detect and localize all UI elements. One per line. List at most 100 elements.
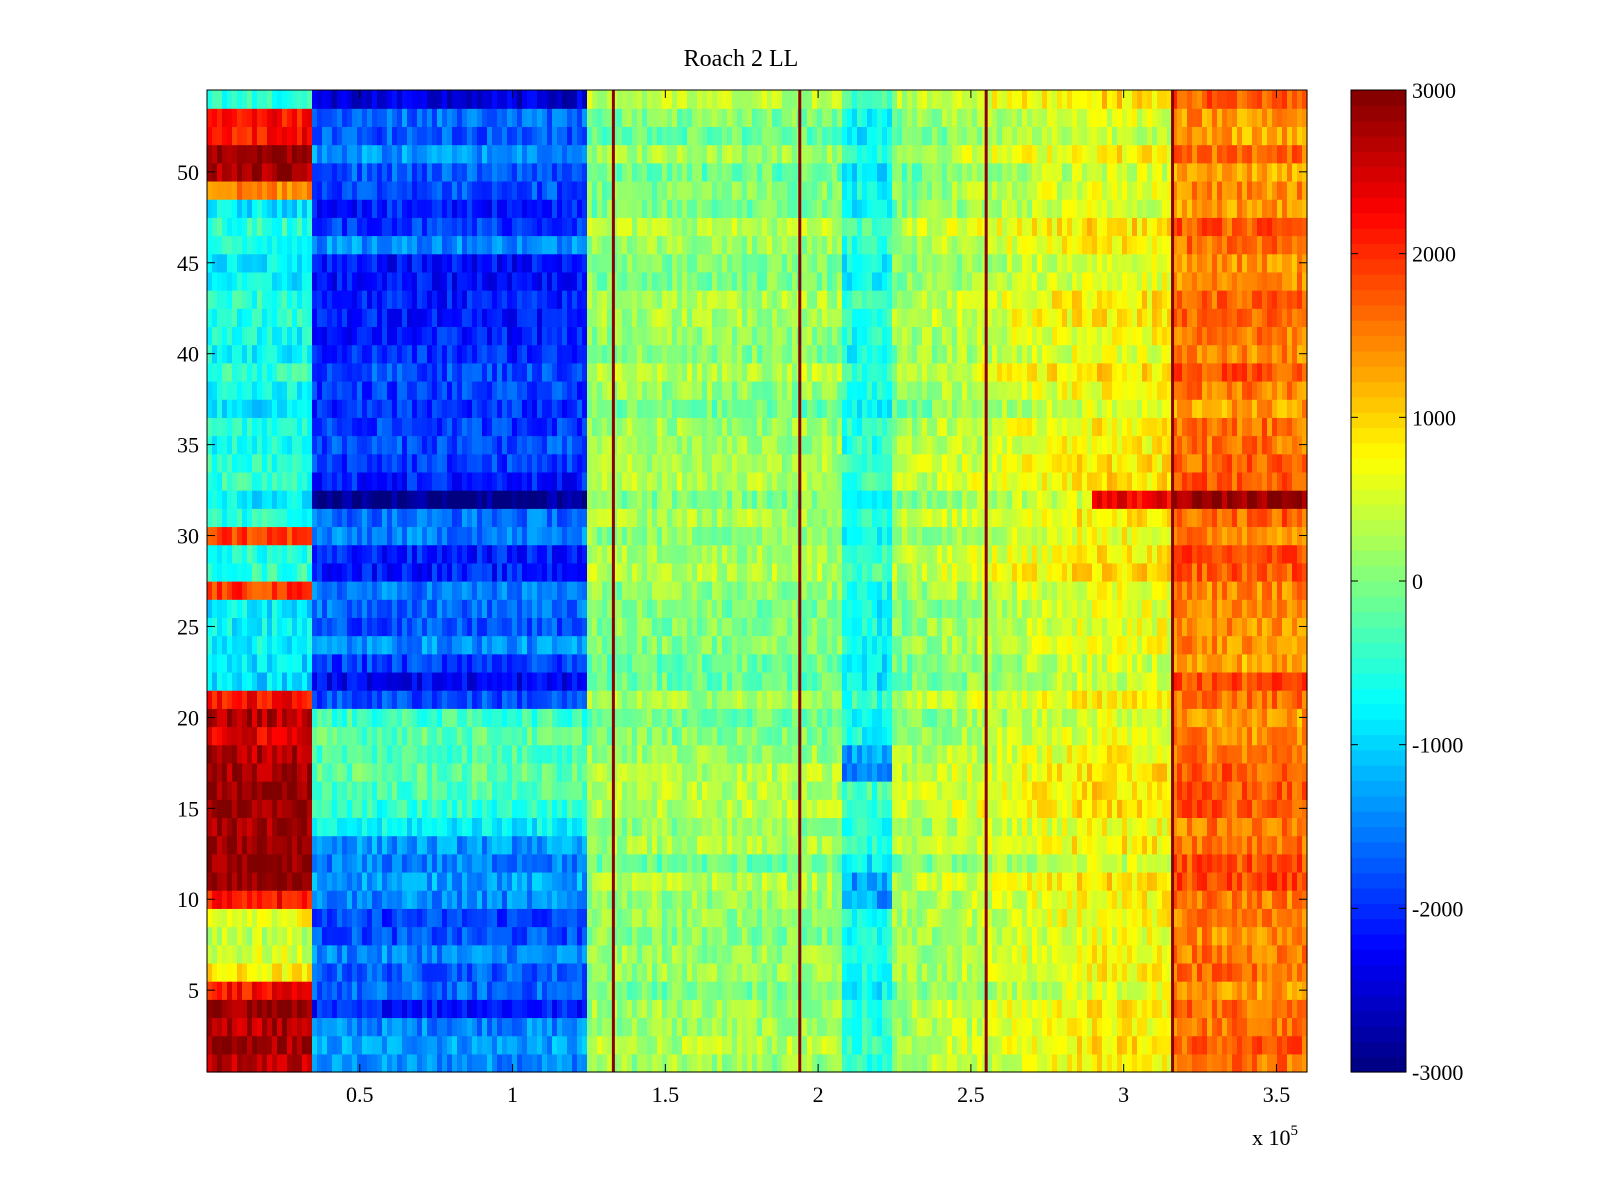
heat-cell: [602, 871, 608, 891]
heat-cell: [792, 871, 798, 891]
heat-cell: [757, 890, 763, 909]
heat-cell: [592, 690, 598, 709]
heat-cell: [812, 981, 818, 1000]
heat-cell: [697, 1035, 703, 1055]
heat-cell: [747, 653, 753, 673]
heat-cell: [232, 671, 238, 691]
heat-cell: [1207, 926, 1213, 946]
heat-cell: [992, 890, 998, 909]
heat-cell: [817, 690, 823, 709]
heat-cell: [1162, 853, 1168, 873]
heat-cell: [962, 781, 968, 800]
heat-cell: [507, 1017, 513, 1037]
heat-cell: [592, 944, 598, 964]
heat-cell: [372, 671, 378, 691]
heat-cell: [487, 671, 493, 691]
heat-cell: [387, 999, 393, 1019]
heat-cell: [347, 1017, 353, 1037]
heat-cell: [1227, 671, 1233, 691]
heat-cell: [987, 835, 993, 855]
heat-cell: [857, 871, 863, 891]
heat-cell: [772, 726, 778, 746]
heat-cell: [802, 890, 808, 909]
heat-cell: [967, 799, 973, 819]
heat-cell: [1237, 835, 1243, 855]
heat-cell: [537, 853, 543, 873]
heat-cell: [832, 762, 838, 782]
heat-cell: [1257, 981, 1263, 1000]
heat-cell: [617, 1017, 623, 1037]
heat-cell: [887, 999, 893, 1019]
heat-cell: [382, 799, 388, 819]
heat-cell: [1002, 981, 1008, 1000]
heat-cell: [532, 962, 538, 982]
heat-cell: [1212, 962, 1218, 982]
heat-cell: [632, 671, 638, 691]
heat-cell: [782, 799, 788, 819]
heat-cell: [1242, 1035, 1248, 1055]
heat-cell: [1077, 871, 1083, 891]
heat-cell: [742, 799, 748, 819]
heat-cell: [867, 853, 873, 873]
heat-cell: [472, 853, 478, 873]
heat-cell: [402, 817, 408, 837]
heat-cell: [362, 708, 368, 728]
heat-cell: [767, 926, 773, 946]
heat-cell: [557, 708, 563, 728]
heat-cell: [1022, 981, 1028, 1000]
heat-cell: [832, 926, 838, 946]
heat-cell: [467, 653, 473, 673]
heat-cell: [677, 708, 683, 728]
heat-cell: [1092, 671, 1098, 691]
heat-cell: [1042, 835, 1048, 855]
heat-cell: [447, 762, 453, 782]
heat-cell: [257, 762, 263, 782]
heat-cell: [1202, 871, 1208, 891]
heat-cell: [802, 762, 808, 782]
heat-cell: [307, 690, 313, 709]
heat-cell: [352, 853, 358, 873]
heat-cell: [392, 1017, 398, 1037]
heat-cell: [587, 853, 593, 873]
heat-cell: [1237, 944, 1243, 964]
heat-cell: [452, 890, 458, 909]
heat-cell: [392, 944, 398, 964]
heat-cell: [1172, 871, 1178, 891]
heat-cell: [1247, 962, 1253, 982]
heat-cell: [687, 853, 693, 873]
heat-cell: [1017, 762, 1023, 782]
heat-cell: [1117, 908, 1123, 928]
heat-cell: [1222, 999, 1228, 1019]
heat-cell: [702, 671, 708, 691]
heat-cell: [387, 962, 393, 982]
heat-cell: [872, 781, 878, 800]
heat-cell: [1157, 871, 1163, 891]
heat-cell: [677, 890, 683, 909]
heat-cell: [432, 1035, 438, 1055]
heat-cell: [1142, 999, 1148, 1019]
heat-cell: [817, 871, 823, 891]
heat-cell: [942, 835, 948, 855]
heat-cell: [502, 726, 508, 746]
heat-cell: [637, 671, 643, 691]
heat-cell: [282, 781, 288, 800]
heat-cell: [552, 817, 558, 837]
heat-cell: [462, 871, 468, 891]
heat-cell: [247, 744, 253, 764]
heat-cell: [567, 1053, 573, 1073]
heat-cell: [1077, 853, 1083, 873]
heat-cell: [822, 744, 828, 764]
heat-cell: [817, 799, 823, 819]
heat-cell: [507, 944, 513, 964]
heat-cell: [417, 962, 423, 982]
heat-cell: [352, 962, 358, 982]
heat-cell: [287, 1053, 293, 1073]
heat-cell: [787, 1035, 793, 1055]
heat-cell: [722, 817, 728, 837]
heat-cell: [902, 781, 908, 800]
heat-cell: [702, 690, 708, 709]
heat-cell: [542, 817, 548, 837]
heat-cell: [1177, 1035, 1183, 1055]
heat-cell: [247, 853, 253, 873]
